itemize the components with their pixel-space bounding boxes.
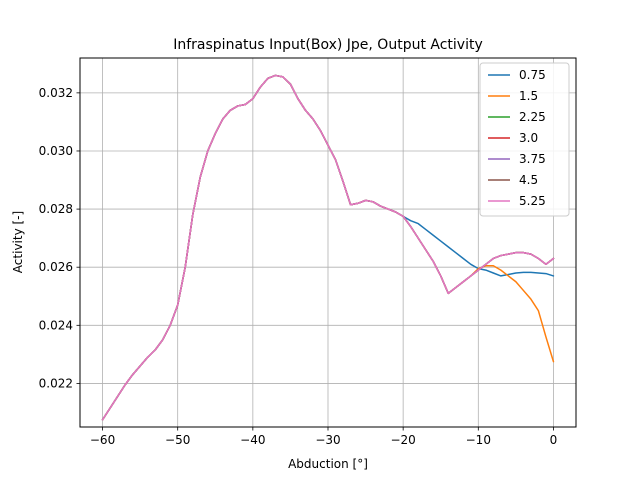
legend-entry: 5.25 [519, 194, 546, 208]
legend: 0.75 1.5 2.25 3.0 3.75 4.5 5.25 [479, 62, 570, 217]
legend-box [479, 62, 570, 217]
x-tick-label: −20 [390, 433, 415, 447]
x-tick-label: −50 [165, 433, 190, 447]
series-layer [101, 74, 555, 421]
legend-entry: 3.75 [519, 152, 546, 166]
x-axis-label: Abduction [°] [288, 457, 368, 471]
y-tick-label: 0.022 [39, 376, 73, 390]
legend-entry: 2.25 [519, 110, 546, 124]
y-tick-label: 0.032 [39, 86, 73, 100]
series-line-5.25 [101, 74, 555, 421]
x-axis-ticks: −60 −50 −40 −30 −20 −10 0 [90, 427, 557, 447]
x-tick-label: −60 [90, 433, 115, 447]
legend-entry: 3.0 [519, 131, 538, 145]
x-tick-label: 0 [550, 433, 558, 447]
y-tick-label: 0.024 [39, 318, 73, 332]
legend-entry: 4.5 [519, 173, 538, 187]
legend-entry: 0.75 [519, 68, 546, 82]
legend-entry: 1.5 [519, 89, 538, 103]
y-tick-label: 0.026 [39, 260, 73, 274]
y-tick-label: 0.028 [39, 202, 73, 216]
y-tick-label: 0.030 [39, 144, 73, 158]
chart-title: Infraspinatus Input(Box) Jpe, Output Act… [173, 37, 483, 53]
y-axis-ticks: 0.022 0.024 0.026 0.028 0.030 0.032 [39, 86, 80, 390]
y-axis-label: Activity [-] [11, 211, 25, 273]
x-tick-label: −30 [315, 433, 340, 447]
x-tick-label: −10 [466, 433, 491, 447]
x-tick-label: −40 [240, 433, 265, 447]
